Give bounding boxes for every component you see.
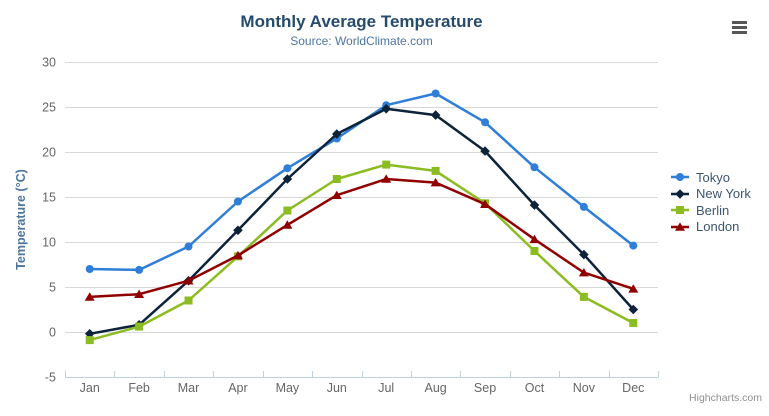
x-axis-label: Jun (327, 381, 347, 395)
marker-tokyo[interactable] (85, 265, 94, 273)
marker-berlin[interactable] (382, 160, 391, 169)
marker-tokyo[interactable] (233, 197, 242, 206)
legend-marker-diamond (675, 188, 685, 199)
marker-new-york[interactable] (628, 304, 639, 315)
x-axis-label: Oct (525, 381, 545, 395)
marker-tokyo[interactable] (135, 265, 144, 274)
marker-new-york[interactable] (480, 146, 490, 156)
marker-berlin[interactable] (135, 322, 144, 331)
series-line-london[interactable] (88, 177, 635, 299)
legend-item-berlin[interactable]: Berlin (671, 202, 751, 219)
marker-new-york[interactable] (579, 249, 589, 260)
x-axis-label: May (276, 381, 300, 395)
marker-london[interactable] (232, 250, 243, 260)
series-line-berlin[interactable] (88, 163, 635, 342)
marker-berlin[interactable] (579, 292, 588, 301)
marker-new-york[interactable] (84, 329, 95, 339)
legend-item-tokyo[interactable]: Tokyo (671, 169, 751, 186)
marker-london[interactable] (430, 178, 441, 187)
y-axis-label: 20 (42, 146, 56, 160)
legend-item-new-york[interactable]: New York (671, 186, 751, 203)
chart-subtitle: Source: WorldClimate.com (290, 34, 433, 48)
x-axis-label: Aug (425, 381, 447, 395)
marker-tokyo[interactable] (283, 164, 292, 173)
legend-symbol-circle (671, 173, 689, 182)
y-axis-label: 30 (42, 56, 56, 70)
marker-london[interactable] (480, 199, 491, 208)
x-axis-label: Nov (573, 381, 596, 395)
legend-symbol-square (671, 206, 689, 215)
marker-london[interactable] (183, 276, 194, 285)
x-axis-label: Feb (128, 381, 150, 395)
x-axis-label: Dec (622, 381, 644, 395)
y-axis-label: 5 (49, 281, 56, 295)
marker-tokyo[interactable] (431, 89, 440, 98)
marker-new-york[interactable] (529, 200, 540, 210)
marker-london[interactable] (628, 284, 639, 293)
marker-new-york[interactable] (331, 129, 342, 139)
y-axis-label: 15 (42, 191, 56, 205)
y-axis-label: -5 (45, 371, 56, 385)
x-axis-label: Sep (474, 381, 496, 395)
marker-tokyo[interactable] (481, 118, 490, 127)
marker-berlin[interactable] (332, 175, 341, 183)
hamburger-icon (732, 21, 747, 34)
series-line-new-york[interactable] (88, 107, 635, 336)
marker-tokyo[interactable] (629, 241, 638, 250)
marker-london[interactable] (529, 234, 540, 244)
y-axis-label: 10 (42, 236, 56, 250)
marker-new-york[interactable] (430, 110, 441, 120)
legend-symbol-triangle (671, 222, 689, 231)
legend-symbol-diamond (671, 188, 689, 199)
marker-london[interactable] (381, 174, 392, 183)
marker-tokyo[interactable] (579, 202, 588, 211)
marker-london[interactable] (331, 190, 342, 199)
marker-berlin[interactable] (85, 336, 94, 345)
marker-berlin[interactable] (530, 247, 539, 255)
marker-new-york[interactable] (233, 225, 243, 236)
legend-label: Tokyo (696, 169, 730, 185)
legend-marker-triangle (675, 222, 685, 231)
y-axis-title: Temperature (°C) (14, 169, 28, 270)
chart-title: Monthly Average Temperature (240, 12, 483, 31)
marker-new-york[interactable] (282, 174, 293, 184)
y-axis-label: 25 (42, 101, 56, 115)
x-axis-label: Jul (378, 381, 394, 395)
series-tokyo[interactable] (85, 89, 638, 274)
marker-berlin[interactable] (431, 166, 440, 175)
marker-london[interactable] (134, 289, 145, 298)
marker-london[interactable] (282, 220, 293, 229)
marker-berlin[interactable] (184, 296, 193, 305)
x-axis-label: Mar (178, 381, 200, 395)
marker-london[interactable] (84, 292, 95, 301)
y-axis-label: 0 (49, 326, 56, 340)
marker-berlin[interactable] (283, 206, 292, 215)
legend-label: Berlin (696, 202, 730, 218)
x-axis-label: Apr (228, 381, 247, 395)
legend: Tokyo New York Berlin London (671, 169, 751, 235)
marker-tokyo[interactable] (530, 163, 539, 172)
series-london[interactable] (84, 174, 639, 301)
x-axis-label: Jan (80, 381, 100, 395)
marker-tokyo[interactable] (184, 242, 193, 251)
legend-label: New York (696, 186, 751, 202)
legend-label: London (696, 219, 740, 235)
series-line-tokyo[interactable] (88, 92, 635, 272)
legend-marker-square (676, 206, 684, 215)
marker-berlin[interactable] (629, 319, 638, 327)
marker-london[interactable] (578, 268, 589, 277)
export-menu-button[interactable] (732, 20, 749, 35)
marker-new-york[interactable] (381, 104, 392, 114)
credits-link[interactable]: Highcharts.com (689, 392, 762, 404)
series-new-york[interactable] (84, 104, 639, 339)
legend-marker-circle (676, 173, 684, 182)
legend-item-london[interactable]: London (671, 219, 751, 236)
series-berlin[interactable] (85, 160, 638, 345)
